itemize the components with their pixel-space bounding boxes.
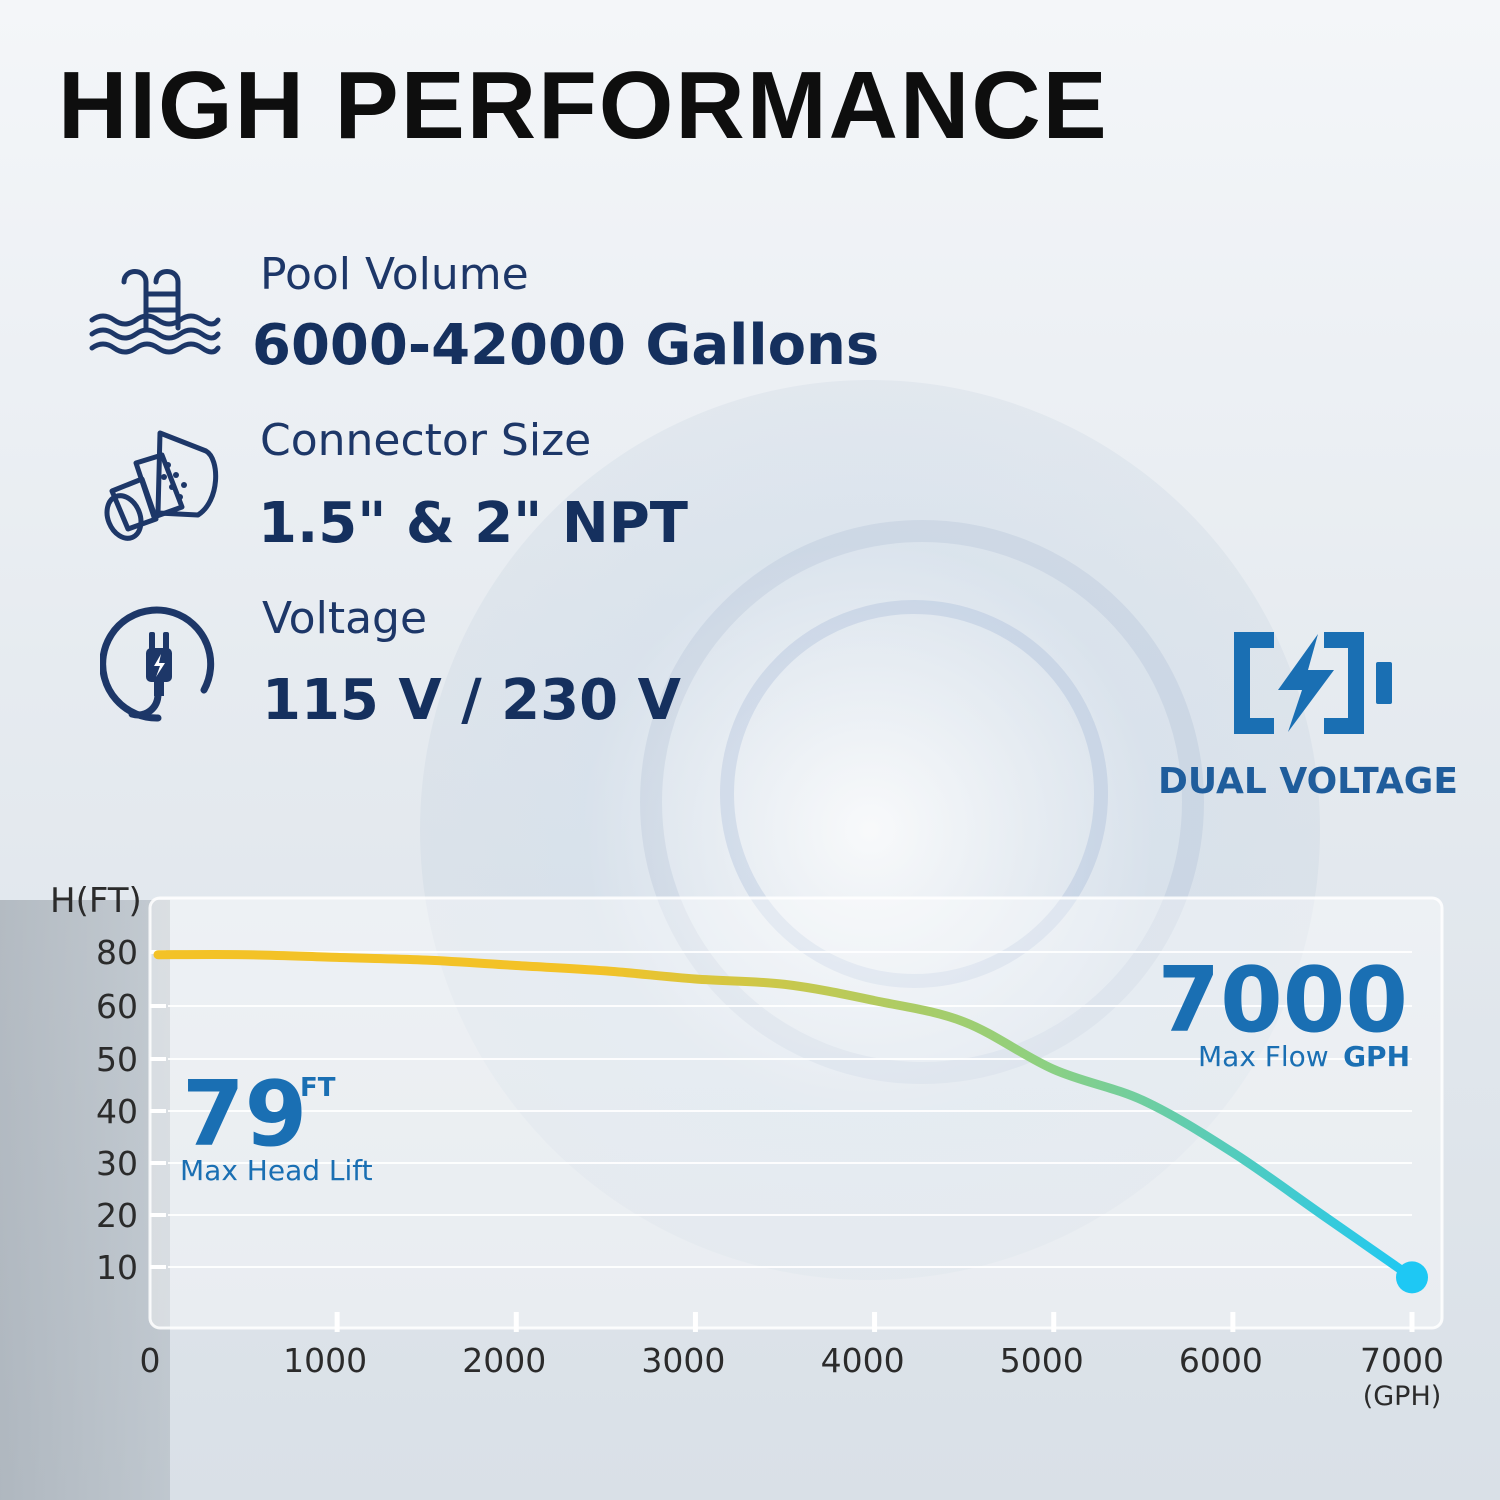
pump-base-shadow [0, 900, 170, 1500]
pool-volume-value: 6000-42000 Gallons [252, 313, 880, 378]
y-tick-label-10: 10 [96, 1248, 138, 1287]
connector-size-value: 1.5" & 2" NPT [258, 491, 688, 556]
x-tick-label-2000: 2000 [462, 1341, 546, 1380]
connector-size-label: Connector Size [260, 415, 592, 466]
dual-voltage-label: DUAL VOLTAGE [1158, 761, 1458, 802]
x-tick-label-5000: 5000 [1000, 1341, 1084, 1380]
power-plug-icon [100, 606, 215, 722]
data-point-max-flow [1396, 1261, 1428, 1294]
max-flow-unit: GPH [1343, 1040, 1410, 1073]
max-head-caption: Max Head Lift [180, 1154, 373, 1187]
connector-icon [104, 430, 219, 541]
pool-ladder-icon [89, 269, 221, 355]
x-axis-unit: (GPH) [1363, 1381, 1442, 1412]
max-head-unit: FT [300, 1073, 336, 1103]
max-head-value: 79 [182, 1062, 307, 1167]
y-tick-label-60: 60 [96, 987, 138, 1026]
x-tick-label-7000: 7000 [1360, 1341, 1444, 1380]
y-tick-label-80: 80 [96, 933, 138, 972]
y-tick-label-40: 40 [96, 1092, 138, 1131]
y-tick-label-20: 20 [96, 1196, 138, 1235]
x-tick-label-1000: 1000 [283, 1341, 367, 1380]
y-axis-label: H(FT) [50, 881, 142, 921]
y-tick-label-50: 50 [96, 1040, 138, 1079]
x-tick-label-6000: 6000 [1179, 1341, 1263, 1380]
voltage-label: Voltage [262, 593, 428, 644]
voltage-value: 115 V / 230 V [262, 668, 681, 733]
x-tick-label-4000: 4000 [821, 1341, 905, 1380]
max-flow-value: 7000 [1158, 948, 1409, 1053]
y-tick-label-30: 30 [96, 1144, 138, 1183]
pool-volume-label: Pool Volume [260, 249, 529, 300]
series-line-head-vs-flow [153, 950, 1417, 1282]
x-tick-label-3000: 3000 [641, 1341, 725, 1380]
max-flow-caption: Max Flow [1198, 1040, 1329, 1073]
battery-charge-icon [1234, 632, 1392, 734]
page-title: HIGH PERFORMANCE [58, 52, 1109, 159]
x-tick-label-0: 0 [140, 1341, 161, 1380]
